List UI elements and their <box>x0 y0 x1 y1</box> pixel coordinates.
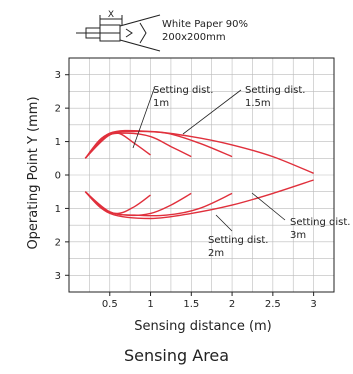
axis-ticks: 0.5 1 1.5 2 2.5 3 3 2 1 0 1 2 3 <box>55 70 317 310</box>
x-tick-label: 2.5 <box>265 299 281 310</box>
annotation-leader-line <box>215 214 233 232</box>
y-tick-label: 2 <box>55 237 61 248</box>
annotation-label: 1m <box>153 98 169 109</box>
sensor-dimension-label: X <box>108 10 114 20</box>
annotation-leader-line <box>132 88 155 149</box>
chart-title: Sensing Area <box>123 346 230 365</box>
target-label-line-1: White Paper 90% <box>162 19 248 30</box>
x-tick-label: 1.5 <box>183 299 199 310</box>
y-tick-label: 3 <box>55 70 61 81</box>
y-tick-label: 2 <box>55 104 61 115</box>
x-tick-label: 0.5 <box>102 299 118 310</box>
sensing-curves <box>84 129 314 220</box>
y-axis-label: Operating Point Y (mm) <box>26 96 41 249</box>
series-3-lower-curve <box>84 191 233 217</box>
series-4-upper-curve <box>84 129 314 174</box>
sensor-body-right <box>99 24 121 42</box>
annotation-leader-line <box>182 89 242 135</box>
y-tick-label: 1 <box>55 204 61 215</box>
target-label-line-2: 200x200mm <box>162 32 226 43</box>
beam-lower <box>119 39 161 52</box>
lens-icon <box>125 28 133 38</box>
annotation-label: 3m <box>290 230 306 241</box>
y-tick-label: 1 <box>55 137 61 148</box>
x-axis-label: Sensing distance (m) <box>134 319 272 334</box>
y-tick-label: 3 <box>55 271 61 282</box>
curve-annotations: Setting dist. 1m Setting dist. 1.5m Setting … <box>153 85 350 259</box>
annotation-label: Setting dist. <box>208 235 268 246</box>
target-plate-icon <box>139 22 147 44</box>
annotation-leaders <box>132 88 286 232</box>
x-tick-label: 3 <box>310 299 316 310</box>
series-4-lower-curve <box>84 179 314 220</box>
sensor-diagram <box>76 14 161 52</box>
annotation-label: 1.5m <box>245 98 271 109</box>
x-tick-label: 2 <box>229 299 235 310</box>
x-tick-label: 1 <box>147 299 153 310</box>
annotation-label: 2m <box>208 248 224 259</box>
beam-upper <box>119 14 161 27</box>
annotation-leader-line <box>251 192 286 221</box>
annotation-label: Setting dist. <box>290 217 350 228</box>
annotation-label: Setting dist. <box>245 85 305 96</box>
annotation-label: Setting dist. <box>153 85 213 96</box>
y-tick-label: 0 <box>55 171 61 182</box>
